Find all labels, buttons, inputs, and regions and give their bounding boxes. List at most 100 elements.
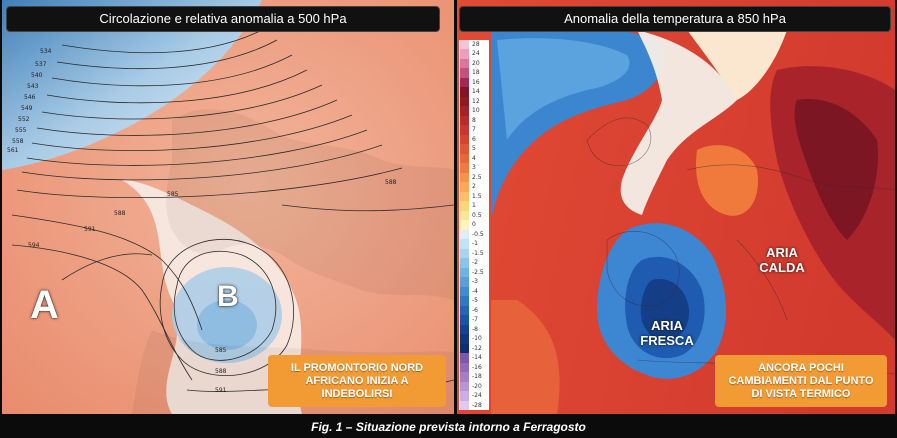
cool-air-label: ARIA FRESCA: [640, 318, 694, 348]
moderate-warm-anomaly: [696, 145, 758, 216]
low-pressure-label: B: [217, 280, 239, 313]
contour-label: 555: [15, 127, 27, 134]
colorbar-tick-label: 0.5: [472, 211, 482, 219]
geopotential-map-title: Circolazione e relativa anomalia a 500 h…: [6, 6, 440, 32]
figure-caption: Fig. 1 – Situazione prevista intorno a F…: [311, 420, 586, 434]
moderate-warm-anomaly-southwest: [491, 300, 560, 414]
colorbar-swatch: [460, 115, 469, 126]
isohypse-lines: [11, 29, 454, 392]
geopotential-note: IL PROMONTORIO NORD AFRICANO INIZIA A IN…: [268, 355, 446, 407]
colorbar-swatch: [460, 144, 469, 155]
colorbar-swatch: [460, 343, 469, 354]
contour-label: 552: [18, 116, 30, 123]
cutoff-low-core: [197, 300, 257, 350]
colorbar-tick-label: -8: [472, 325, 478, 333]
temperature-note: ANCORA POCHI CAMBIAMENTI DAL PUNTO DI VI…: [715, 355, 887, 407]
high-pressure-label: A: [30, 283, 59, 327]
temperature-anomaly-panel: 28 24 20 18 16 14 12 10 8 7 6 5 4 3 2.5 2 1.5 1 0.5 0 -0.5 -1…: [457, 0, 895, 414]
colorbar-tick-label: 16: [472, 78, 480, 86]
colorbar-swatch: [460, 372, 469, 383]
colorbar-swatch: [460, 163, 469, 174]
colorbar-tick-label: -3: [472, 278, 478, 286]
colorbar-swatch: [460, 201, 469, 212]
colorbar-swatch: [460, 229, 469, 240]
colorbar-tick-label: -14: [472, 354, 482, 362]
colorbar-swatch: [460, 248, 469, 259]
colorbar-swatch: [460, 286, 469, 297]
colorbar-tick-label: -0.5: [472, 230, 484, 238]
colorbar-swatch: [460, 106, 469, 117]
colorbar-swatch: [460, 77, 469, 88]
contour-label: 588: [215, 368, 227, 375]
colorbar-tick-label: -1.5: [472, 249, 484, 257]
colorbar-tick-label: 28: [472, 41, 480, 48]
colorbar-swatch: [460, 315, 469, 326]
colorbar-swatch: [460, 182, 469, 193]
contour-label: 543: [27, 83, 39, 90]
colorbar-tick-label: -1: [472, 240, 478, 248]
colorbar-tick-label: -5: [472, 297, 478, 305]
colorbar-tick-label: -20: [472, 382, 482, 390]
colorbar-tick-label: 1.5: [472, 192, 482, 200]
contour-labels: 534 537 540 543 546 549 552 555 558 561 …: [7, 48, 397, 394]
contour-label: 585: [215, 347, 227, 354]
colorbar-swatch: [460, 191, 469, 202]
colorbar-swatch: [460, 239, 469, 250]
contour-label: 588: [385, 179, 397, 186]
contour-label: 561: [7, 147, 19, 154]
colorbar-swatch: [460, 40, 469, 50]
colorbar-tick-label: -6: [472, 306, 478, 314]
colorbar-swatch: [460, 400, 469, 411]
colorbar-swatch: [460, 324, 469, 335]
colorbar-swatch: [460, 296, 469, 307]
europe-landmass: [166, 109, 454, 300]
colorbar-swatch: [460, 49, 469, 60]
colorbar-tick-label: -24: [472, 392, 482, 400]
geopotential-map: 534 537 540 543 546 549 552 555 558 561 …: [2, 0, 454, 414]
colorbar-swatch: [460, 134, 469, 145]
colorbar-tick-label: 18: [472, 69, 480, 77]
colorbar-swatch: [460, 58, 469, 69]
colorbar-tick-label: -2.5: [472, 268, 484, 276]
contour-label: 591: [84, 226, 96, 233]
colorbar-tick-label: -12: [472, 344, 482, 352]
colorbar-tick-label: 7: [472, 126, 476, 134]
colorbar-tick-label: 2.5: [472, 173, 482, 181]
colorbar-tick-label: 24: [472, 50, 480, 58]
colorbar-tick-label: 10: [472, 107, 480, 115]
neutral-anomaly-band: [620, 30, 737, 215]
colorbar-tick-label: -10: [472, 335, 482, 343]
colorbar-swatch: [460, 334, 469, 345]
colorbar-swatch: [460, 391, 469, 401]
contour-label: 549: [21, 105, 33, 112]
colorbar-tick-label: 0: [472, 221, 476, 229]
colorbar-tick-label: 8: [472, 116, 476, 124]
colorbar-swatch: [460, 172, 469, 183]
colorbar-tick-label: 2: [472, 183, 476, 191]
atlantic-cool-core: [497, 38, 630, 140]
contour-label: 534: [40, 48, 52, 55]
colorbar-tick-label: 20: [472, 59, 480, 67]
colorbar-swatch: [460, 305, 469, 316]
contour-label: 537: [35, 61, 47, 68]
colorbar-swatch: [460, 153, 469, 164]
contour-label: 585: [167, 191, 179, 198]
colorbar-swatch: [460, 96, 469, 107]
colorbar-swatch: [460, 353, 469, 364]
colorbar-swatch: [460, 277, 469, 288]
colorbar-tick-label: 4: [472, 154, 476, 162]
colorbar-swatch: [460, 125, 469, 136]
colorbar-tick-label: -7: [472, 316, 478, 324]
colorbar-tick-label: 12: [472, 97, 480, 105]
colorbar-tick-label: 6: [472, 135, 476, 143]
contour-label: 591: [215, 387, 227, 394]
colorbar-swatch: [460, 267, 469, 278]
geopotential-map-panel: 534 537 540 543 546 549 552 555 558 561 …: [2, 0, 454, 414]
colorbar-swatch: [460, 210, 469, 221]
temperature-map-title: Anomalia della temperatura a 850 hPa: [459, 6, 891, 32]
neutral-anomaly-north: [687, 30, 787, 100]
colorbar-swatch: [460, 362, 469, 373]
colorbar-tick-label: 3: [472, 164, 476, 172]
colorbar-tick-label: 14: [472, 88, 480, 96]
